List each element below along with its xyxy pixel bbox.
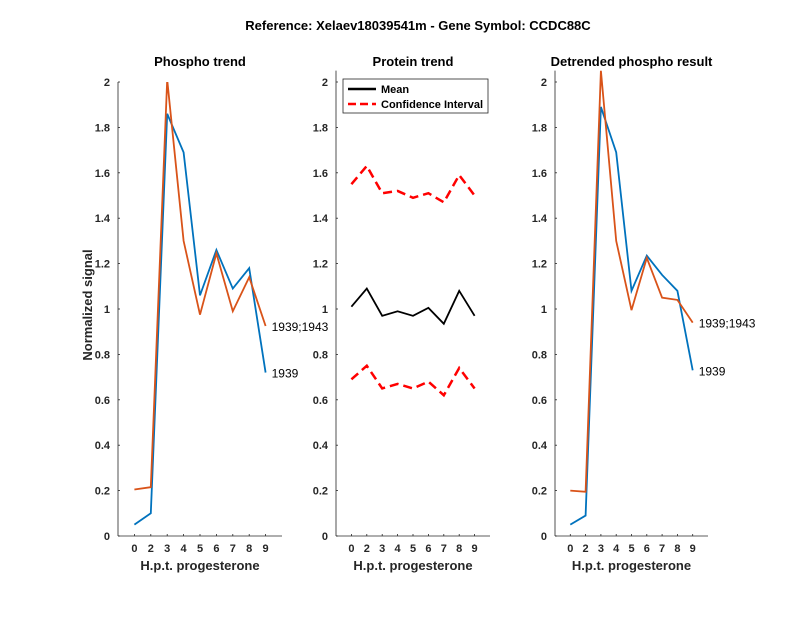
- y-tick-label: 1.6: [95, 168, 110, 180]
- x-tick-label: 9: [263, 543, 269, 555]
- y-tick-label: 0.8: [313, 349, 328, 361]
- x-tick-label: 5: [628, 543, 634, 555]
- y-tick-label: 0.6: [95, 395, 110, 407]
- series-end-label: 1939;1943: [272, 320, 329, 334]
- x-tick-label: 9: [472, 543, 478, 555]
- y-tick-label: 1.2: [313, 259, 328, 271]
- series-line-1939-1943: [570, 70, 694, 493]
- series-line-1939: [133, 113, 267, 526]
- y-tick-label: 1.8: [313, 122, 328, 134]
- x-tick-label: 8: [246, 543, 252, 555]
- x-axis-label: H.p.t. progesterone: [353, 558, 472, 573]
- y-tick-label: 0.2: [313, 486, 328, 498]
- x-tick-label: 6: [425, 543, 431, 555]
- y-tick-label: 0.6: [532, 395, 547, 407]
- series-line-1939-1943: [134, 82, 267, 491]
- y-axis-label: Normalized signal: [80, 249, 95, 360]
- legend-box: [342, 78, 489, 114]
- panel-title: Protein trend: [373, 54, 454, 69]
- y-tick-label: 2: [322, 77, 328, 89]
- y-tick-label: 1.8: [532, 122, 547, 134]
- x-tick-label: 0: [348, 543, 354, 555]
- y-tick-label: 1.4: [532, 213, 548, 225]
- x-tick-label: 0: [567, 543, 573, 555]
- panel-2: 00.20.40.60.811.21.41.61.820 2 3 4 5 6 7 8 9Prot…: [313, 54, 490, 573]
- x-tick-label: 2: [364, 543, 370, 555]
- x-axis-label: H.p.t. progesterone: [572, 558, 691, 573]
- x-tick-label: 8: [456, 543, 462, 555]
- series-end-label: 1939: [272, 367, 299, 381]
- x-tick-label: 3: [598, 543, 604, 555]
- y-tick-label: 0: [322, 531, 328, 543]
- x-tick-label: 6: [644, 543, 650, 555]
- x-tick-label: 8: [674, 543, 680, 555]
- series-end-label: 1939: [699, 364, 726, 378]
- y-tick-label: 2: [104, 77, 110, 89]
- y-tick-label: 0.6: [313, 395, 328, 407]
- x-tick-label: 3: [379, 543, 385, 555]
- x-tick-label: 4: [181, 543, 188, 555]
- series-line-1939: [569, 106, 694, 526]
- y-tick-label: 1.2: [95, 259, 110, 271]
- y-tick-label: 1.4: [313, 213, 329, 225]
- x-tick-label: 3: [164, 543, 170, 555]
- x-tick-label: 2: [148, 543, 154, 555]
- y-tick-label: 1.6: [532, 168, 547, 180]
- y-tick-label: 0.8: [95, 349, 110, 361]
- x-tick-label: 4: [395, 543, 402, 555]
- series-line-confidence-interval-lower: [350, 363, 476, 398]
- y-tick-label: 1.2: [532, 259, 547, 271]
- y-tick-label: 1: [322, 304, 328, 316]
- x-tick-label: 4: [613, 543, 620, 555]
- series-line-mean: [350, 287, 476, 326]
- x-tick-label: 6: [213, 543, 219, 555]
- y-tick-label: 0.4: [532, 440, 548, 452]
- y-tick-label: 0: [104, 531, 110, 543]
- x-tick-label: 5: [410, 543, 416, 555]
- y-tick-label: 0.4: [95, 440, 111, 452]
- y-tick-label: 1.4: [95, 213, 111, 225]
- x-tick-label: 7: [659, 543, 665, 555]
- series-line-confidence-interval-upper: [350, 163, 476, 205]
- panel-3: 00.20.40.60.811.21.41.61.820 2 3 4 5 6 7 8 9Detr…: [532, 54, 756, 573]
- legend: Mean Confidence Interval: [342, 78, 489, 114]
- x-tick-label: 9: [690, 543, 696, 555]
- y-tick-label: 2: [541, 77, 547, 89]
- legend-label: Mean: [381, 84, 409, 96]
- figure-title: Reference: Xelaev18039541m - Gene Symbol…: [245, 18, 591, 33]
- panel-title: Detrended phospho result: [551, 54, 713, 69]
- x-axis-label: H.p.t. progesterone: [140, 558, 259, 573]
- y-tick-label: 1: [104, 304, 110, 316]
- x-tick-label: 7: [230, 543, 236, 555]
- x-tick-label: 2: [583, 543, 589, 555]
- x-tick-label: 5: [197, 543, 203, 555]
- x-tick-label: 7: [441, 543, 447, 555]
- y-tick-label: 0.2: [95, 486, 110, 498]
- y-tick-label: 0.8: [532, 349, 547, 361]
- y-tick-label: 1.6: [313, 168, 328, 180]
- x-tick-label: 0: [131, 543, 137, 555]
- panel-1: 00.20.40.60.811.21.41.61.820 2 3 4 5 6 7 8 9Phos…: [80, 54, 329, 573]
- y-tick-label: 1: [541, 304, 547, 316]
- y-tick-label: 0: [541, 531, 547, 543]
- panel-title: Phospho trend: [154, 54, 246, 69]
- y-tick-label: 1.8: [95, 122, 110, 134]
- y-tick-label: 0.2: [532, 486, 547, 498]
- y-tick-label: 0.4: [313, 440, 329, 452]
- series-end-label: 1939;1943: [699, 317, 756, 331]
- legend-label: Confidence Interval: [381, 99, 483, 111]
